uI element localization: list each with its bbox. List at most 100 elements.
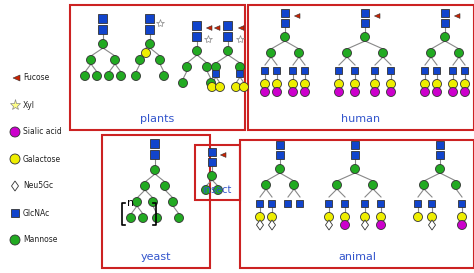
Text: Mannose: Mannose	[23, 236, 57, 245]
Bar	[428, 200, 436, 206]
Bar	[372, 67, 379, 73]
Circle shape	[174, 213, 183, 222]
Text: n: n	[127, 198, 134, 208]
Circle shape	[457, 221, 466, 230]
Circle shape	[262, 180, 271, 189]
Circle shape	[10, 235, 20, 245]
Circle shape	[386, 88, 395, 96]
Circle shape	[275, 165, 284, 174]
Circle shape	[202, 63, 211, 72]
Bar	[290, 67, 297, 73]
Bar	[151, 150, 159, 159]
Bar	[240, 140, 474, 268]
Circle shape	[332, 180, 341, 189]
Bar	[224, 20, 233, 29]
Circle shape	[140, 182, 149, 191]
Circle shape	[273, 88, 282, 96]
Circle shape	[340, 212, 349, 221]
Bar	[248, 5, 474, 130]
Text: animal: animal	[338, 252, 376, 262]
Bar	[297, 200, 303, 206]
Circle shape	[267, 212, 276, 221]
Polygon shape	[455, 14, 460, 18]
Bar	[341, 200, 348, 206]
Circle shape	[110, 55, 119, 64]
Polygon shape	[220, 153, 226, 158]
Bar	[377, 200, 384, 206]
Bar	[224, 31, 233, 40]
Text: yeast: yeast	[141, 252, 171, 262]
Circle shape	[371, 79, 380, 88]
Bar	[414, 200, 421, 206]
Text: Galactose: Galactose	[23, 155, 61, 164]
Circle shape	[136, 55, 145, 64]
Circle shape	[455, 49, 464, 58]
Polygon shape	[362, 220, 368, 230]
Bar	[436, 151, 444, 159]
Text: insect: insect	[202, 185, 232, 195]
Circle shape	[290, 180, 299, 189]
Bar	[326, 200, 332, 206]
Circle shape	[261, 88, 270, 96]
Text: Fucose: Fucose	[23, 73, 49, 82]
Bar	[70, 5, 245, 130]
Bar	[208, 148, 216, 156]
Circle shape	[10, 127, 20, 137]
Circle shape	[289, 79, 298, 88]
Circle shape	[371, 88, 380, 96]
Polygon shape	[326, 220, 332, 230]
Polygon shape	[206, 26, 212, 30]
Polygon shape	[428, 220, 436, 230]
Bar	[273, 67, 281, 73]
Bar	[151, 138, 159, 147]
Bar	[281, 9, 289, 17]
Circle shape	[127, 213, 136, 222]
Circle shape	[192, 46, 201, 55]
Circle shape	[343, 49, 352, 58]
Bar	[441, 9, 449, 17]
Circle shape	[301, 79, 310, 88]
Polygon shape	[11, 181, 18, 191]
Circle shape	[146, 40, 155, 49]
Circle shape	[207, 79, 216, 88]
Bar	[361, 19, 369, 27]
Circle shape	[255, 212, 264, 221]
Circle shape	[432, 79, 441, 88]
Circle shape	[413, 212, 422, 221]
Polygon shape	[238, 26, 244, 30]
Bar	[256, 200, 264, 206]
Circle shape	[436, 165, 445, 174]
Circle shape	[448, 88, 457, 96]
Circle shape	[161, 182, 170, 191]
Bar	[351, 151, 359, 159]
Polygon shape	[13, 75, 20, 81]
Text: Neu5Gc: Neu5Gc	[23, 182, 53, 191]
Bar	[284, 200, 292, 206]
Circle shape	[261, 79, 270, 88]
Bar	[192, 20, 201, 29]
Polygon shape	[268, 220, 275, 230]
Circle shape	[376, 212, 385, 221]
Circle shape	[148, 197, 157, 206]
Bar	[351, 141, 359, 149]
Circle shape	[142, 49, 151, 58]
Circle shape	[224, 46, 233, 55]
Polygon shape	[294, 14, 300, 18]
Circle shape	[452, 180, 461, 189]
Circle shape	[208, 171, 217, 180]
Text: plants: plants	[140, 114, 174, 124]
Circle shape	[153, 213, 162, 222]
Bar	[462, 67, 468, 73]
Bar	[436, 141, 444, 149]
Polygon shape	[374, 14, 380, 18]
Circle shape	[201, 185, 210, 194]
Bar	[458, 200, 465, 206]
Circle shape	[266, 49, 275, 58]
Bar	[192, 31, 201, 40]
Circle shape	[350, 165, 359, 174]
Circle shape	[350, 79, 359, 88]
Bar	[276, 141, 284, 149]
Circle shape	[361, 212, 370, 221]
Bar	[336, 67, 343, 73]
Circle shape	[461, 79, 470, 88]
